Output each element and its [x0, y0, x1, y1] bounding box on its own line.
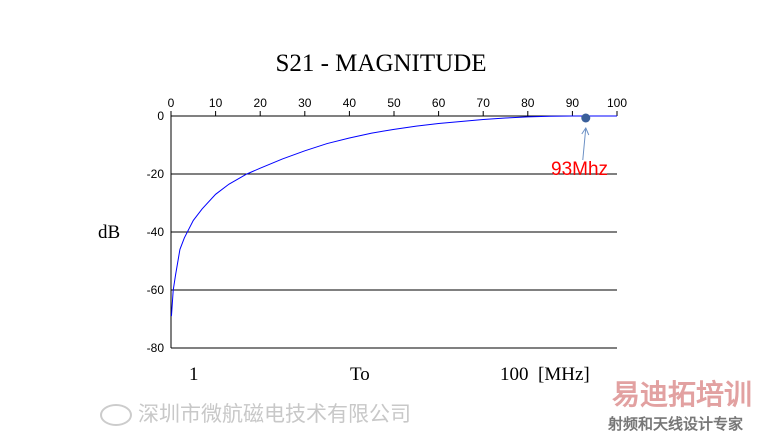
bottom-label-start: 1: [189, 364, 199, 385]
y-axis-label: dB: [98, 222, 121, 243]
watermark-brand: 易迪拓培训: [612, 378, 753, 411]
bottom-label-mid: To: [350, 364, 370, 385]
watermark-company: 深圳市微航磁电技术有限公司: [138, 402, 411, 426]
wechat-icon: [100, 404, 132, 426]
x-tick-label: 100: [607, 96, 627, 110]
x-tick-label: 60: [432, 96, 446, 110]
y-tick-label: -40: [147, 225, 165, 239]
marker-point: [581, 113, 591, 123]
x-tick-label: 10: [209, 96, 223, 110]
x-tick-label: 0: [168, 96, 175, 110]
x-tick-label: 40: [343, 96, 357, 110]
series-line: [170, 115, 617, 317]
x-tick-label: 70: [477, 96, 491, 110]
y-tick-label: -80: [147, 341, 165, 355]
watermark-slogan: 射频和天线设计专家: [608, 415, 744, 433]
bottom-label-end: 100 [MHz]: [500, 364, 590, 385]
x-tick-label: 50: [387, 96, 401, 110]
x-tick-label: 90: [566, 96, 580, 110]
marker-arrowhead: [581, 126, 590, 136]
x-tick-label: 20: [254, 96, 268, 110]
marker-arrow: [582, 127, 587, 161]
x-tick-label: 80: [521, 96, 535, 110]
y-tick-label: -20: [147, 167, 165, 181]
x-tick-label: 30: [298, 96, 312, 110]
chart-title: S21 - MAGNITUDE: [275, 50, 487, 77]
y-tick-label: 0: [157, 109, 164, 123]
marker-label: 93Mhz: [551, 159, 609, 180]
y-tick-label: -60: [147, 283, 165, 297]
